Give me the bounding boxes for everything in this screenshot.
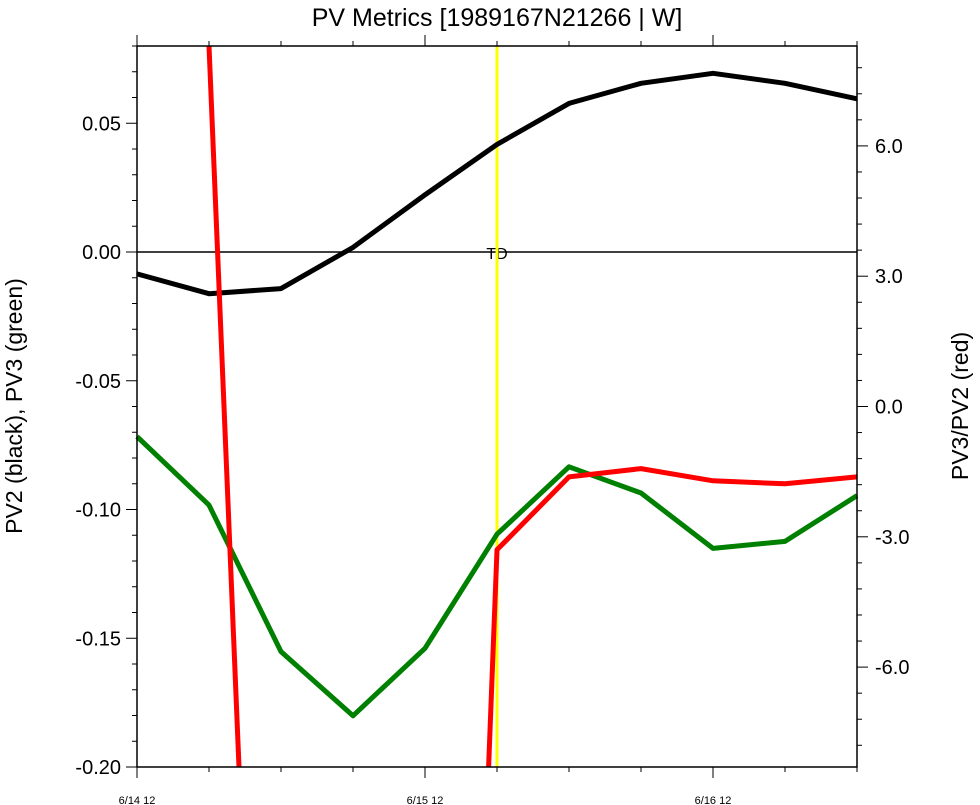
left-tick-label: -0.20	[75, 757, 121, 779]
axis-ticks: 0.05 0.00 -0.05 -0.10 -0.15 -0.20 6.0 3.0 0.0 -3.…	[75, 35, 909, 805]
right-axis-label: PV3/PV2 (red)	[947, 332, 973, 480]
x-tick-label: 6/16 12	[695, 795, 732, 805]
chart-title: PV Metrics [1989167N21266 | W]	[312, 4, 683, 32]
series-2-line-seg-1	[486, 466, 858, 768]
series-2-line-seg-0	[206, 45, 242, 768]
left-tick-label: -0.05	[75, 371, 121, 393]
right-tick-label: -6.0	[875, 657, 909, 679]
plot-area: TD	[135, 45, 859, 768]
x-tick-label: 6/14 12	[119, 795, 156, 805]
left-tick-label: 0.00	[82, 242, 121, 264]
x-tick-label: 6/15 12	[407, 795, 444, 805]
left-tick-label: 0.05	[82, 113, 121, 135]
right-tick-label: -3.0	[875, 527, 909, 549]
right-tick-label: 0.0	[875, 397, 903, 419]
series-1-line	[135, 434, 859, 719]
left-tick-label: -0.10	[75, 500, 121, 522]
left-axis-label: PV2 (black), PV3 (green)	[1, 278, 27, 534]
right-tick-label: 3.0	[875, 266, 903, 288]
right-tick-label: 6.0	[875, 136, 903, 158]
series-0-line	[136, 70, 858, 297]
left-tick-label: -0.15	[75, 628, 121, 650]
